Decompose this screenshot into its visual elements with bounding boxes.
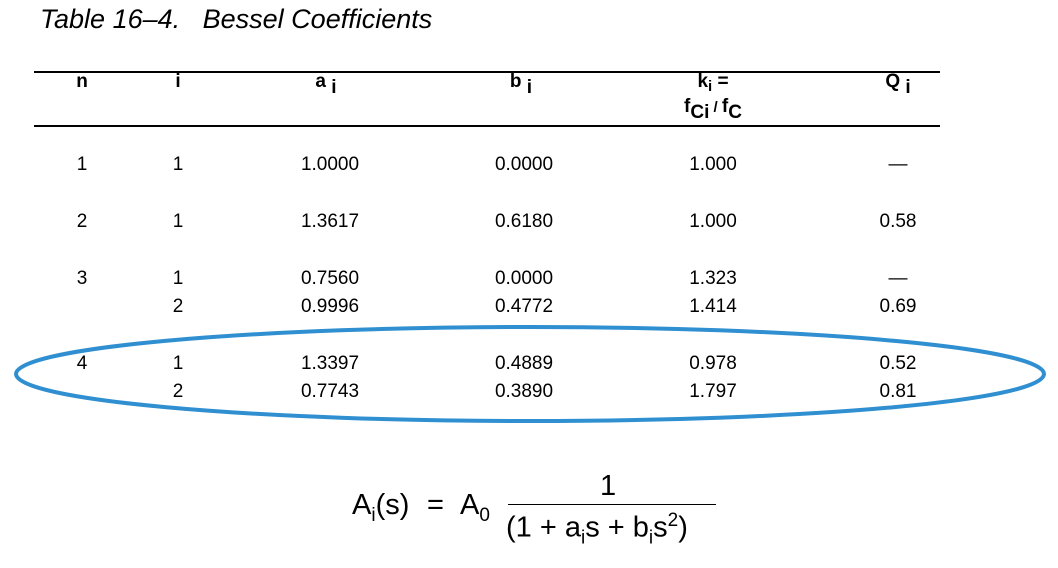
cell-q: —	[888, 154, 908, 175]
cell-b: 0.4889	[494, 353, 554, 374]
cell-k: 1.414	[689, 296, 737, 317]
formula-lhs: Ai(s)	[352, 489, 410, 526]
table-top-rule	[34, 71, 940, 73]
formula-denominator: (1 + ais + bis2)	[506, 510, 688, 549]
formula-equals: =	[427, 489, 444, 521]
header-k: ki = fCi / fC	[684, 71, 742, 123]
cell-k: 1.797	[689, 381, 737, 402]
cell-n: 2	[76, 211, 88, 232]
cell-i: 1	[172, 268, 184, 289]
cell-b: 0.0000	[494, 154, 554, 175]
cell-a: 1.0000	[300, 154, 360, 175]
cell-b: 0.4772	[494, 296, 554, 317]
cell-b: 0.6180	[494, 211, 554, 232]
formula-numerator: 1	[600, 470, 617, 502]
table-header-rule	[34, 125, 940, 127]
cell-a: 0.7560	[300, 268, 360, 289]
header-i: i	[175, 71, 181, 92]
cell-b: 0.3890	[494, 381, 554, 402]
table-title: Table 16–4. Bessel Coefficients	[40, 4, 433, 34]
header-n: n	[76, 71, 88, 92]
cell-a: 0.9996	[300, 296, 360, 317]
cell-q: 0.69	[879, 296, 917, 317]
cell-n: 4	[76, 353, 88, 374]
cell-q: —	[888, 268, 908, 289]
cell-q: 0.52	[879, 353, 917, 374]
cell-q: 0.81	[879, 381, 917, 402]
cell-k: 0.978	[689, 353, 737, 374]
cell-n: 3	[76, 268, 88, 289]
header-b: b i	[509, 71, 533, 98]
cell-a: 0.7743	[300, 381, 360, 402]
cell-a: 1.3617	[300, 211, 360, 232]
cell-i: 2	[172, 296, 184, 317]
cell-i: 1	[172, 154, 184, 175]
cell-n: 1	[76, 154, 88, 175]
cell-k: 1.000	[689, 154, 737, 175]
cell-k: 1.323	[689, 268, 737, 289]
cell-b: 0.0000	[494, 268, 554, 289]
cell-i: 2	[172, 381, 184, 402]
cell-i: 1	[172, 353, 184, 374]
fraction-bar	[508, 504, 716, 505]
formula-a0: A0	[460, 489, 490, 526]
cell-k: 1.000	[689, 211, 737, 232]
header-q: Q i	[885, 71, 911, 98]
cell-q: 0.58	[879, 211, 917, 232]
header-a: a i	[315, 71, 337, 98]
cell-i: 1	[172, 211, 184, 232]
cell-a: 1.3397	[300, 353, 360, 374]
